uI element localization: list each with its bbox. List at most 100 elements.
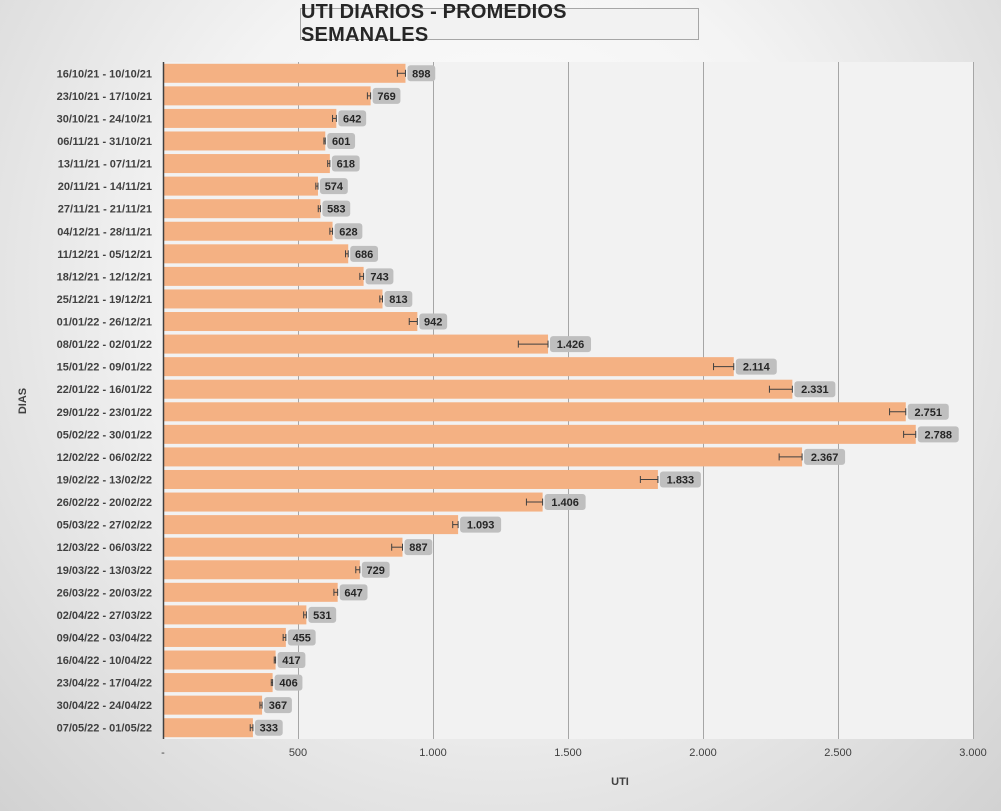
x-tick-label: 3.000	[959, 747, 987, 759]
bar	[163, 176, 318, 196]
data-label-text: 333	[260, 723, 278, 735]
bar	[163, 650, 276, 670]
data-label-text: 628	[339, 226, 357, 238]
data-label-box	[327, 132, 356, 149]
x-tick-label: 1.000	[419, 747, 447, 759]
data-label-box	[659, 471, 701, 488]
data-label-text: 618	[337, 159, 355, 171]
y-tick-label: 18/12/21 - 12/12/21	[57, 271, 152, 283]
data-label-text: 601	[332, 136, 350, 148]
y-tick-label: 05/03/22 - 27/02/22	[57, 520, 152, 532]
error-bar	[270, 679, 274, 687]
data-label: 1.833	[659, 471, 701, 488]
data-label-text: 1.406	[551, 497, 579, 509]
y-axis-ticks: 16/10/21 - 10/10/21 23/10/21 - 17/10/21 30…	[57, 68, 152, 734]
error-bar	[391, 543, 403, 551]
bar	[163, 244, 349, 264]
bar	[163, 447, 803, 467]
bar	[163, 357, 734, 377]
data-label: 1.426	[550, 336, 592, 353]
y-tick-label: 27/11/21 - 21/11/21	[58, 204, 152, 216]
y-tick-label: 13/11/21 - 07/11/21	[58, 159, 152, 171]
data-label: 729	[361, 561, 390, 578]
x-tick-label: 500	[289, 747, 307, 759]
error-bar	[329, 227, 334, 235]
data-label: 333	[254, 719, 283, 736]
error-bar	[903, 430, 917, 438]
data-label-box	[308, 606, 337, 623]
error-bar	[345, 250, 349, 258]
error-bar	[359, 272, 365, 280]
bar	[163, 627, 286, 647]
data-label-text: 2.367	[811, 452, 839, 464]
data-label-box	[404, 539, 433, 556]
error-bar	[778, 453, 803, 461]
data-label-box	[372, 87, 401, 104]
data-label-text: 769	[377, 91, 395, 103]
y-tick-label: 06/11/21 - 31/10/21	[57, 136, 152, 148]
data-label-box	[277, 652, 306, 669]
bar	[163, 605, 307, 625]
data-label-text: 942	[424, 317, 442, 329]
error-bar	[396, 69, 406, 77]
bar	[163, 402, 906, 422]
error-bar	[639, 475, 659, 483]
data-label-box	[350, 245, 379, 262]
y-tick-label: 16/10/21 - 10/10/21	[57, 68, 152, 80]
data-label-text: 583	[327, 204, 345, 216]
data-label: 531	[308, 606, 337, 623]
error-bar-series	[249, 69, 917, 732]
data-label-text: 1.833	[667, 474, 695, 486]
data-label-box	[361, 561, 390, 578]
bar	[163, 199, 321, 219]
data-label-box	[339, 584, 368, 601]
data-label-box	[331, 155, 360, 172]
error-bar	[315, 182, 319, 190]
data-label: 898	[407, 65, 436, 82]
data-label-text: 2.114	[743, 362, 771, 374]
y-axis-title: DIAS	[17, 388, 29, 414]
data-label: 406	[274, 674, 303, 691]
data-label-text: 642	[343, 113, 361, 125]
data-label: 618	[331, 155, 360, 172]
data-label-box	[365, 268, 394, 285]
error-bar	[282, 633, 287, 641]
error-bar	[249, 724, 254, 732]
bar	[163, 695, 263, 715]
data-label-text: 367	[269, 700, 287, 712]
data-label-text: 1.093	[467, 520, 495, 532]
data-label-text: 2.788	[924, 429, 952, 441]
data-label-box	[274, 674, 303, 691]
bar	[163, 289, 383, 309]
data-label: 583	[322, 200, 351, 217]
y-tick-label: 09/04/22 - 03/04/22	[57, 632, 152, 644]
data-label: 2.751	[907, 403, 949, 420]
error-bar	[317, 205, 321, 213]
error-bar	[768, 385, 793, 393]
error-bar	[273, 656, 277, 664]
data-label: 1.406	[544, 494, 586, 511]
data-label-box	[550, 336, 592, 353]
bar	[163, 469, 658, 489]
x-axis-title: UTI	[611, 776, 629, 788]
bar	[163, 312, 418, 332]
data-label: 574	[319, 178, 348, 195]
data-label: 887	[404, 539, 433, 556]
error-bar	[323, 137, 326, 145]
x-tick-label: 2.500	[824, 747, 852, 759]
data-label-text: 2.751	[915, 407, 943, 419]
bar	[163, 582, 338, 602]
y-tick-label: 19/03/22 - 13/03/22	[57, 565, 152, 577]
error-bar	[517, 340, 549, 348]
data-label: 813	[384, 290, 413, 307]
bar	[163, 63, 406, 83]
data-label-box	[544, 494, 586, 511]
y-tick-label: 22/01/22 - 16/01/22	[57, 384, 152, 396]
x-axis-ticks: - 500 1.000 1.500 2.000 2.500 3.000	[161, 747, 987, 759]
y-tick-label: 26/02/22 - 20/02/22	[57, 497, 152, 509]
y-tick-label: 30/10/21 - 24/10/21	[57, 113, 152, 125]
data-label-box	[419, 313, 448, 330]
y-tick-label: 29/01/22 - 23/01/22	[57, 407, 152, 419]
data-label-text: 574	[325, 181, 344, 193]
